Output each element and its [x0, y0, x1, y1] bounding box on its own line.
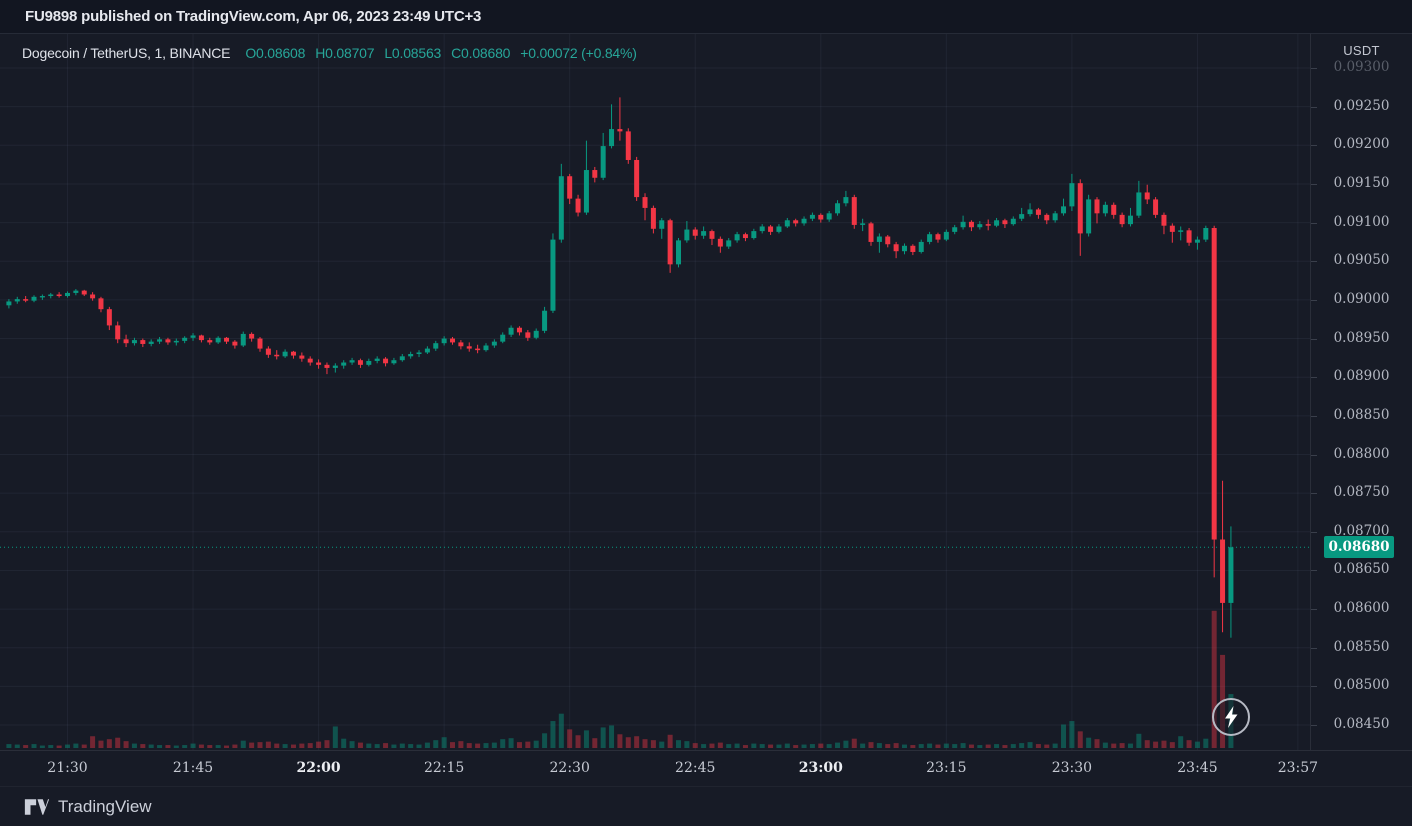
price-tick-mark [1311, 531, 1317, 533]
price-tick-label: 0.09300 [1333, 59, 1390, 75]
last-price-badge: 0.08680 [1324, 536, 1394, 559]
ohlc-high: H0.08707 [315, 45, 375, 61]
price-tick-label: 0.08450 [1333, 716, 1390, 733]
time-tick-label: 23:30 [1051, 760, 1093, 776]
price-tick-mark [1311, 338, 1317, 340]
price-tick-label: 0.09150 [1333, 174, 1390, 191]
price-axis[interactable]: USDT 0.09300 0.09250 0.09200 0.09150 0.09100… [1310, 33, 1412, 750]
candlestick-chart[interactable] [0, 34, 1310, 750]
time-tick-label: 23:00 [798, 760, 843, 776]
currency-label: USDT [1343, 43, 1380, 58]
time-axis[interactable]: 21:30 21:45 22:00 22:15 22:30 22:45 23:00 23:15… [0, 750, 1412, 786]
ohlc-open: O0.08608 [245, 45, 306, 61]
time-tick-label: 21:45 [172, 760, 214, 776]
price-tick-mark [1311, 686, 1317, 688]
price-tick-mark [1311, 183, 1317, 185]
tradingview-logo-text[interactable]: TradingView [58, 796, 152, 816]
price-tick-mark [1311, 570, 1317, 572]
ohlc-close: C0.08680 [451, 45, 511, 61]
price-tick-mark [1311, 415, 1317, 417]
symbol-title: Dogecoin / TetherUS, 1, BINANCE [22, 45, 231, 61]
price-tick-label: 0.08900 [1333, 368, 1390, 385]
price-tick-label: 0.09200 [1333, 136, 1390, 153]
price-tick-mark [1311, 145, 1317, 147]
lightning-icon [1212, 698, 1250, 736]
time-tick-label: 23:15 [926, 760, 967, 776]
chart-pane[interactable]: Dogecoin / TetherUS, 1, BINANCE O0.08608… [0, 33, 1310, 750]
price-tick-mark [1311, 377, 1317, 379]
price-tick-label: 0.08700 [1333, 522, 1390, 539]
price-tick-label: 0.08500 [1333, 677, 1390, 694]
price-tick-label: 0.08650 [1333, 561, 1390, 578]
time-tick-label: 22:00 [296, 760, 341, 776]
price-tick-label: 0.08600 [1333, 600, 1390, 617]
time-tick-label: 22:30 [549, 760, 590, 776]
ohlc-low: L0.08563 [384, 45, 442, 61]
time-tick-label: 22:15 [423, 760, 465, 776]
price-change: +0.00072 (+0.84%) [520, 45, 637, 61]
price-tick-mark [1311, 299, 1317, 301]
time-tick-label: 22:45 [675, 760, 716, 776]
price-tick-label: 0.08550 [1333, 638, 1390, 655]
publish-bar: FU9898 published on TradingView.com, Apr… [0, 0, 1412, 33]
price-tick-label: 0.08950 [1333, 329, 1390, 346]
time-tick-label: 21:30 [47, 760, 88, 776]
time-tick-label: 23:57 [1277, 760, 1319, 776]
price-tick-mark [1311, 261, 1317, 263]
time-tick-label: 23:45 [1177, 760, 1218, 776]
price-tick-label: 0.08850 [1333, 406, 1390, 423]
price-tick-label: 0.09250 [1333, 97, 1390, 114]
price-tick-mark [1311, 725, 1317, 727]
chart-legend: Dogecoin / TetherUS, 1, BINANCE O0.08608… [22, 45, 637, 61]
price-tick-mark [1311, 68, 1317, 69]
lightning-bolt-glyph [1225, 706, 1238, 728]
publish-attribution: FU9898 published on TradingView.com, Apr… [25, 8, 482, 25]
price-tick-mark [1311, 493, 1317, 495]
price-tick-mark [1311, 647, 1317, 649]
price-tick-label: 0.09050 [1333, 252, 1390, 269]
price-tick-mark [1311, 106, 1317, 108]
price-tick-label: 0.09000 [1333, 290, 1390, 307]
price-tick-mark [1311, 222, 1317, 224]
price-tick-mark [1311, 609, 1317, 611]
price-tick-label: 0.08800 [1333, 445, 1390, 462]
price-tick-label: 0.08750 [1333, 484, 1390, 501]
price-tick-label: 0.09100 [1333, 213, 1390, 230]
price-tick-mark [1311, 454, 1317, 456]
footer-brand-bar: TradingView [0, 786, 1412, 826]
tradingview-logo-icon [24, 798, 50, 815]
